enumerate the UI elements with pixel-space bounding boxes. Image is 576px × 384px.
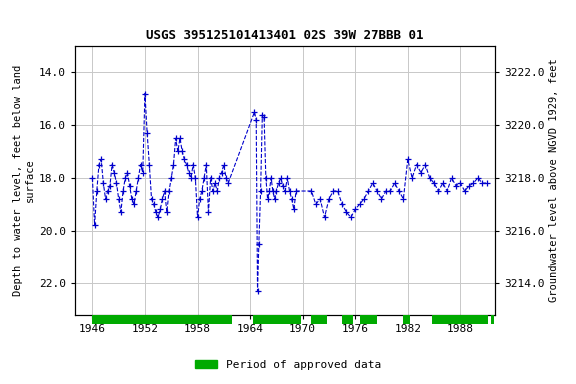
Bar <box>342 315 354 324</box>
Bar <box>432 315 488 324</box>
Bar <box>359 315 377 324</box>
Y-axis label: Groundwater level above NGVD 1929, feet: Groundwater level above NGVD 1929, feet <box>549 59 559 302</box>
Bar <box>92 315 232 324</box>
Bar <box>253 315 301 324</box>
Legend: Period of approved data: Period of approved data <box>191 356 385 375</box>
Title: USGS 395125101413401 02S 39W 27BBB 01: USGS 395125101413401 02S 39W 27BBB 01 <box>146 29 424 42</box>
Bar <box>312 315 327 324</box>
Bar <box>491 315 494 324</box>
Bar <box>403 315 410 324</box>
Y-axis label: Depth to water level, feet below land
surface: Depth to water level, feet below land su… <box>13 65 35 296</box>
